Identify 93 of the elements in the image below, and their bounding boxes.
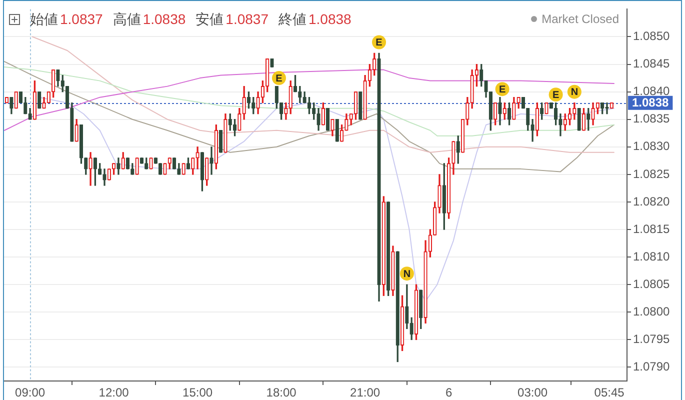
candlestick [177, 163, 181, 175]
annotation: 始値1.0837 [30, 11, 103, 27]
candlestick [544, 102, 548, 114]
annotation: 終値1.0838 [278, 11, 352, 27]
candlestick [154, 158, 158, 164]
candlestick [144, 158, 148, 170]
y-tick-label: 1.0835 [633, 112, 670, 126]
candlestick [358, 91, 362, 120]
candlestick [446, 158, 451, 219]
x-tick-label: 09:00 [15, 386, 46, 400]
candlestick [107, 168, 111, 180]
candlestick [93, 158, 98, 186]
candlestick [98, 163, 102, 175]
candlestick [428, 229, 432, 258]
y-tick-label: 1.0825 [633, 166, 670, 181]
candlestick [168, 158, 172, 170]
candlestick [135, 158, 139, 175]
y-tick-label: 1.0845 [633, 56, 670, 71]
candlestick [326, 108, 330, 131]
candlestick [130, 163, 134, 175]
x-tick-label: 18:00 [266, 386, 297, 400]
candlestick [438, 174, 442, 214]
candlestick [330, 119, 334, 136]
candlestick [200, 152, 204, 192]
x-tick-label: 21:00 [350, 386, 380, 400]
candlestick [126, 158, 130, 170]
annotation: E [376, 38, 383, 48]
candlestick [224, 114, 228, 153]
candlestick [335, 119, 339, 142]
y-tick-label: 1.0800 [633, 304, 670, 318]
candlestick [88, 152, 92, 186]
annotation: E [498, 84, 506, 96]
candlestick [79, 124, 84, 164]
candlestick [149, 158, 153, 170]
candlestick [419, 290, 423, 330]
annotation: N [403, 268, 411, 280]
candlestick [535, 102, 540, 136]
candlestick [214, 124, 218, 170]
y-tick-label: 1.0815 [633, 222, 670, 236]
candlestick [32, 80, 37, 120]
y-tick-label: 1.0830 [633, 139, 670, 154]
candlestick [316, 108, 320, 131]
candlestick [577, 108, 581, 131]
candlestick [205, 158, 209, 186]
candlestick [270, 58, 274, 68]
y-tick-label: 1.0810 [633, 249, 670, 264]
candlestick [210, 146, 214, 175]
annotation: E [276, 73, 283, 84]
x-tick-label: 15:00 [182, 386, 213, 400]
x-tick-label: 12:00 [98, 386, 130, 400]
y-tick-label: 1.0805 [633, 276, 670, 291]
y-tick-label: 1.0790 [633, 360, 670, 374]
candlestick [56, 69, 60, 87]
candlestick [382, 196, 386, 296]
y-tick-label: 1.0850 [633, 29, 670, 44]
annotation: Market Closed [542, 12, 619, 26]
candlestick [84, 158, 88, 175]
annotation: 高値1.0838 [112, 11, 186, 27]
candlestick [386, 202, 390, 296]
x-tick-label: 6 [445, 386, 452, 400]
candlestick [414, 284, 418, 340]
candlestick [354, 91, 358, 120]
candlestick [288, 80, 292, 114]
candlestick [377, 52, 381, 302]
y-tick-label: 1.0795 [633, 332, 670, 346]
candlestick [452, 141, 456, 175]
candlestick [391, 246, 395, 296]
candlestick [10, 97, 14, 114]
candlestick [218, 130, 223, 153]
candlestick [186, 158, 190, 170]
x-tick-label: 03:00 [518, 386, 548, 400]
candlestick [191, 158, 195, 175]
annotation: N [570, 87, 578, 98]
y-tick-label: 1.0820 [633, 194, 670, 208]
candlestick [605, 102, 609, 114]
candlestick [396, 251, 400, 362]
candlestick [121, 152, 125, 170]
candlestick [140, 158, 144, 164]
y-tick-label: 1.0840 [633, 84, 670, 98]
candlestick [172, 158, 176, 170]
candlestick [512, 97, 516, 120]
candlestick [400, 295, 404, 352]
annotation: 安値1.0837 [196, 11, 268, 27]
x-tick-label: 05:45 [594, 386, 625, 400]
candlestick [196, 146, 200, 170]
annotation: E [552, 90, 560, 101]
candlestick [424, 240, 428, 324]
candlestick [112, 163, 116, 175]
candlestick [163, 163, 167, 175]
ref-line-label: 1.0838 [632, 96, 670, 110]
candlestick [182, 163, 186, 175]
candlestick [433, 202, 437, 236]
candlestick [158, 163, 162, 175]
